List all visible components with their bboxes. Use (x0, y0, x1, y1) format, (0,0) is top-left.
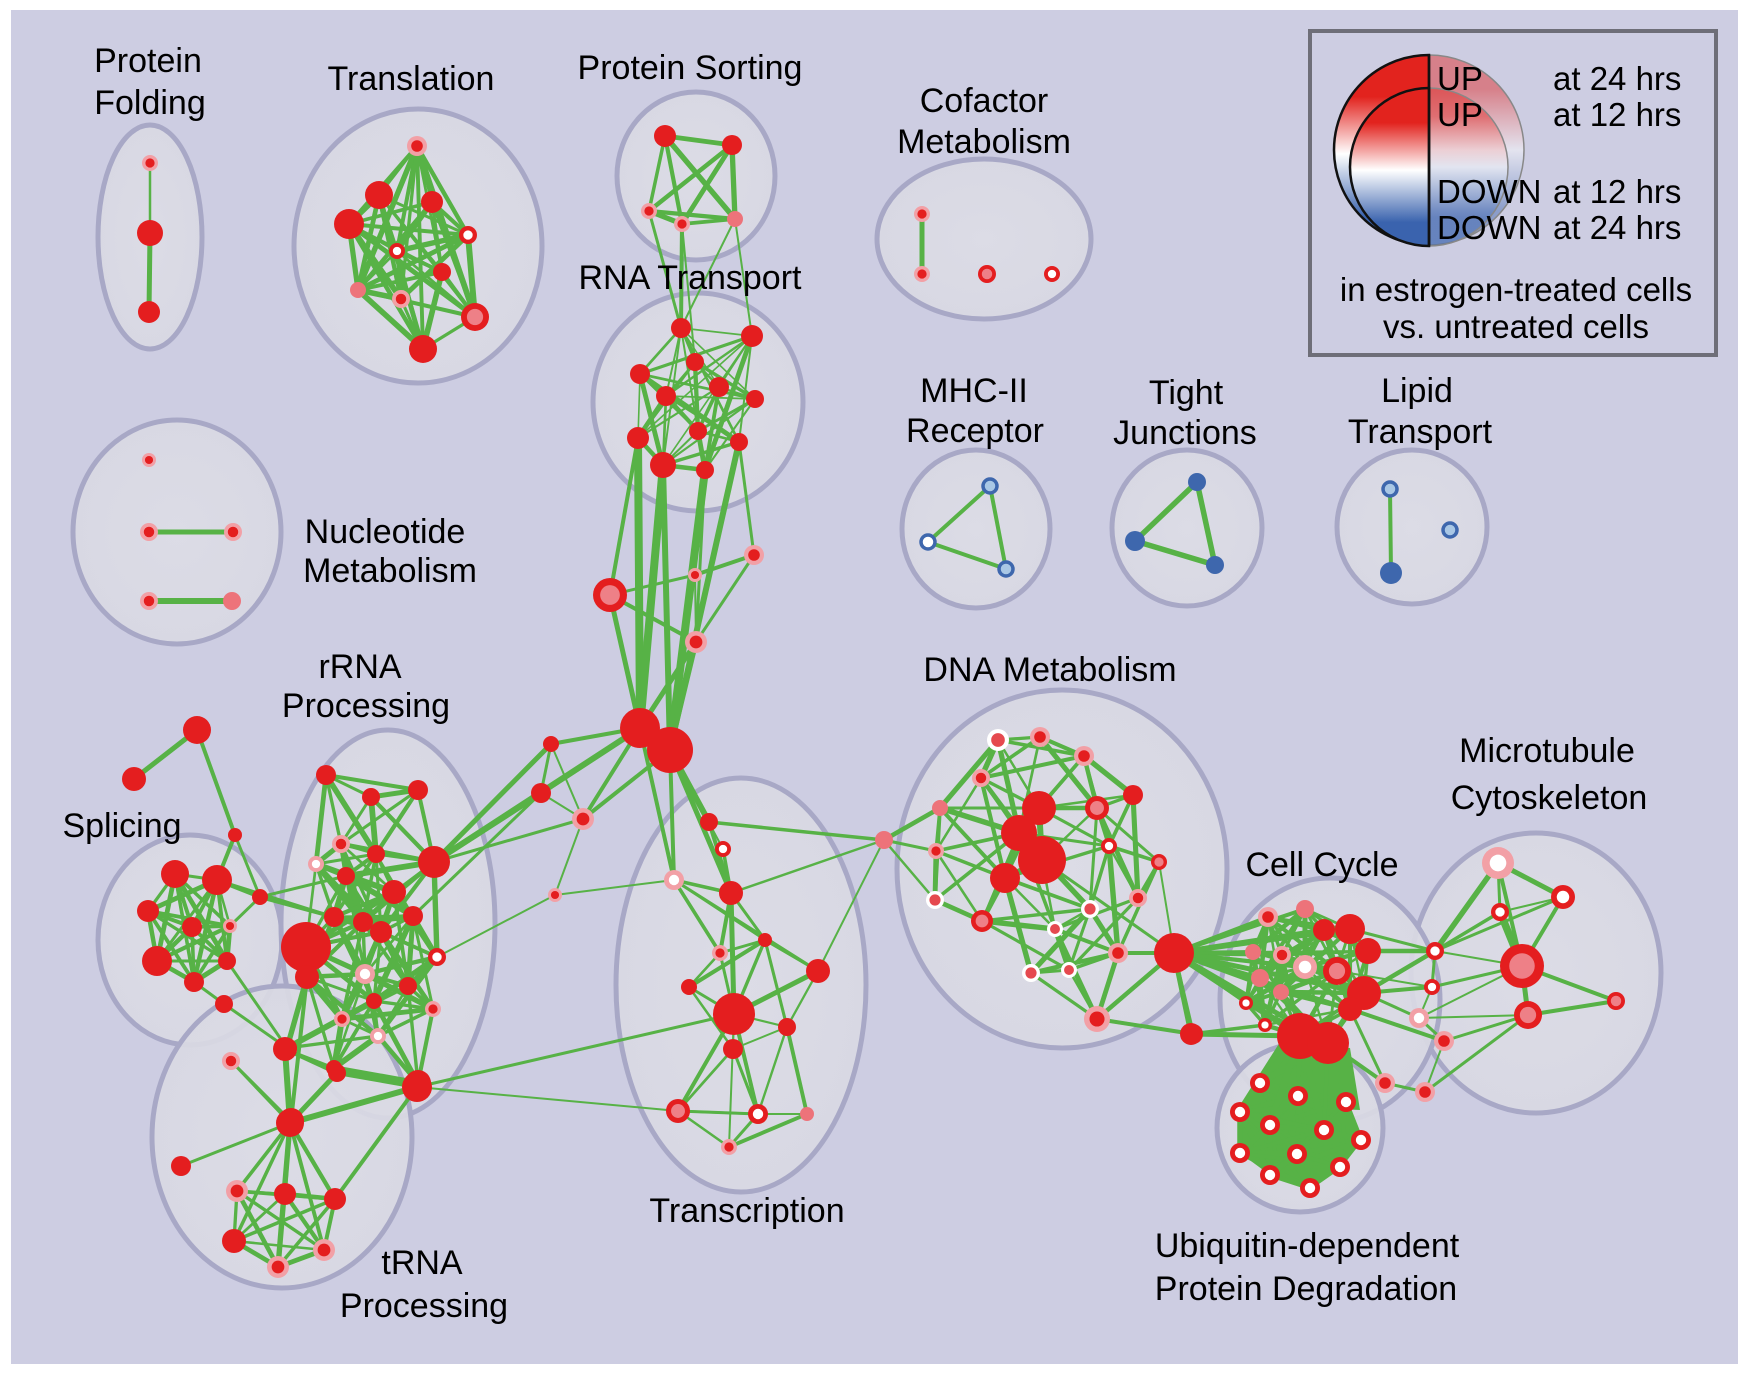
svg-text:Metabolism: Metabolism (897, 123, 1071, 161)
svg-text:Splicing: Splicing (62, 807, 181, 845)
svg-text:Protein Sorting: Protein Sorting (578, 49, 803, 87)
svg-text:rRNA: rRNA (318, 648, 401, 686)
svg-text:Junctions: Junctions (1113, 414, 1257, 452)
svg-text:Protein: Protein (94, 42, 202, 80)
svg-text:RNA Transport: RNA Transport (579, 259, 803, 297)
svg-text:DOWN: DOWN (1437, 209, 1541, 246)
svg-text:vs. untreated cells: vs. untreated cells (1383, 308, 1649, 345)
svg-text:Protein Degradation: Protein Degradation (1155, 1270, 1457, 1308)
svg-text:DOWN: DOWN (1437, 173, 1541, 210)
svg-text:UP: UP (1437, 60, 1483, 97)
svg-text:UP: UP (1437, 96, 1483, 133)
svg-text:Cofactor: Cofactor (920, 82, 1049, 120)
svg-text:Tight: Tight (1149, 374, 1224, 412)
svg-text:Transcription: Transcription (649, 1192, 844, 1230)
svg-text:DNA Metabolism: DNA Metabolism (923, 651, 1176, 689)
svg-text:Processing: Processing (282, 687, 450, 725)
svg-text:at 12 hrs: at 12 hrs (1553, 96, 1681, 133)
svg-text:at 24 hrs: at 24 hrs (1553, 60, 1681, 97)
svg-text:Processing: Processing (340, 1287, 508, 1325)
svg-text:in estrogen-treated cells: in estrogen-treated cells (1340, 271, 1692, 308)
svg-text:Transport: Transport (1348, 413, 1493, 451)
svg-text:Translation: Translation (328, 60, 495, 98)
svg-text:Microtubule: Microtubule (1459, 732, 1635, 770)
svg-text:Nucleotide: Nucleotide (305, 513, 466, 551)
svg-text:at 24 hrs: at 24 hrs (1553, 209, 1681, 246)
svg-text:Folding: Folding (94, 84, 206, 122)
svg-text:Cytoskeleton: Cytoskeleton (1451, 779, 1648, 817)
svg-text:Cell Cycle: Cell Cycle (1245, 846, 1398, 884)
svg-text:Receptor: Receptor (906, 412, 1044, 450)
svg-text:Metabolism: Metabolism (303, 552, 477, 590)
svg-text:Lipid: Lipid (1381, 372, 1453, 410)
svg-text:MHC-II: MHC-II (920, 372, 1028, 410)
svg-text:at 12 hrs: at 12 hrs (1553, 173, 1681, 210)
svg-text:tRNA: tRNA (381, 1244, 463, 1282)
svg-text:Ubiquitin-dependent: Ubiquitin-dependent (1155, 1227, 1460, 1265)
